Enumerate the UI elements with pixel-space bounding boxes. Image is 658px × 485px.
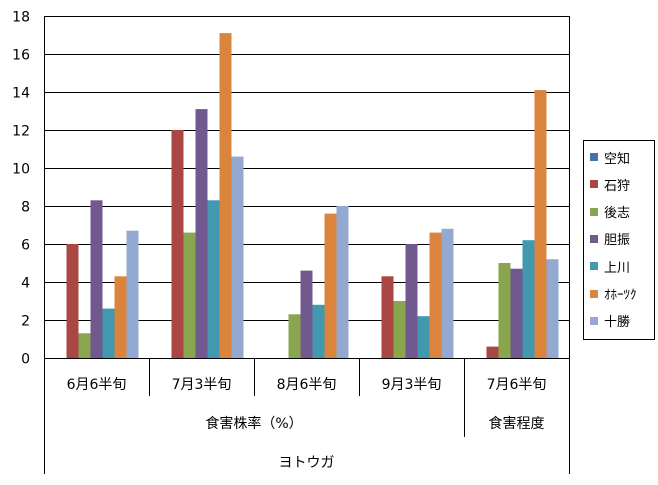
x-tick-label: 8月6半旬	[277, 377, 337, 393]
bar	[405, 244, 418, 358]
bar	[417, 316, 430, 358]
y-tick-label: 18	[12, 10, 30, 26]
bar	[288, 314, 301, 358]
group-label: 食害株率（%）	[205, 415, 302, 432]
y-tick-label: 4	[21, 276, 30, 292]
legend-label: 上川	[604, 260, 631, 276]
y-tick-label: 14	[12, 86, 30, 102]
x-tick-label: 7月6半旬	[487, 377, 547, 393]
outer-group-label: ヨトウガ	[279, 455, 335, 471]
legend-item: ｵﾎｰﾂｸ	[590, 284, 637, 304]
bar	[381, 276, 394, 358]
bar	[207, 200, 220, 358]
bar	[312, 304, 325, 358]
legend-item: 後志	[590, 202, 630, 222]
legend-item: 十勝	[590, 311, 630, 331]
bar	[183, 232, 196, 358]
group-label: 食害程度	[489, 415, 545, 432]
legend-item: 上川	[590, 256, 630, 276]
legend-swatch	[590, 234, 598, 243]
legend-label: 胆振	[604, 233, 631, 249]
y-tick-label: 2	[21, 314, 30, 330]
x-tick-label: 6月6半旬	[67, 377, 127, 393]
legend-item: 胆振	[590, 229, 630, 249]
bar	[498, 263, 511, 358]
bar	[195, 109, 208, 358]
y-tick-label: 8	[21, 200, 30, 216]
bar	[486, 346, 499, 358]
bar	[78, 333, 91, 358]
legend-label: 十勝	[604, 315, 631, 331]
bar	[300, 270, 313, 358]
bar	[534, 90, 547, 358]
bar	[324, 213, 337, 358]
legend-label: 石狩	[604, 178, 631, 194]
legend-swatch	[590, 262, 598, 271]
legend-swatch	[590, 207, 598, 216]
x-tick-label: 9月3半旬	[382, 377, 442, 393]
bar	[219, 33, 232, 358]
legend-label: 後志	[604, 206, 631, 222]
y-tick-label: 6	[21, 238, 30, 254]
legend-swatch	[590, 180, 598, 189]
x-tick-label: 7月3半旬	[172, 377, 232, 393]
bar	[336, 206, 349, 358]
legend-item: 空知	[590, 147, 630, 167]
bar	[393, 301, 406, 358]
bar	[441, 228, 454, 358]
legend-item: 石狩	[590, 174, 630, 194]
legend-swatch	[590, 289, 598, 298]
bar	[114, 276, 127, 358]
y-tick-label: 16	[12, 48, 30, 64]
legend-label: ｵﾎｰﾂｸ	[604, 288, 637, 303]
bar	[171, 130, 184, 358]
y-tick-label: 12	[12, 124, 30, 140]
bar	[66, 244, 79, 358]
y-tick-label: 10	[12, 162, 30, 178]
legend: 空知石狩後志胆振上川 ｵﾎｰﾂｸ 十勝	[583, 140, 655, 340]
bar	[522, 240, 535, 358]
legend-swatch	[590, 316, 598, 325]
bar	[510, 268, 523, 358]
legend-label: 空知	[604, 151, 631, 167]
bar	[102, 308, 115, 358]
bar	[126, 230, 139, 358]
bar	[90, 200, 103, 358]
y-tick-label: 0	[21, 352, 30, 368]
bar	[231, 156, 244, 358]
bar	[546, 259, 559, 358]
bar	[429, 232, 442, 358]
legend-swatch	[590, 153, 598, 161]
